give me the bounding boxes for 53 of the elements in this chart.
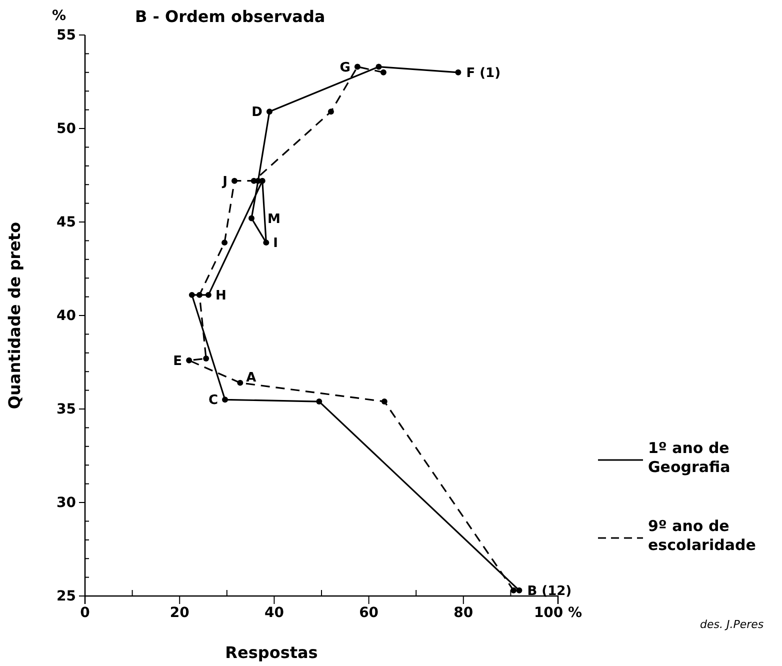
annotation: B (12)	[527, 584, 572, 599]
y-tick-label: 55	[56, 27, 76, 44]
annotation: E	[173, 354, 182, 369]
point	[203, 356, 210, 362]
point	[380, 69, 386, 76]
point	[250, 178, 257, 184]
annotation: G	[340, 60, 350, 76]
y-axis-title: Quantidade de preto	[5, 222, 24, 410]
y-tick-label: 50	[56, 120, 76, 137]
annotation: A	[246, 370, 256, 386]
annotation: H	[215, 288, 226, 304]
point	[222, 240, 228, 246]
x-axis-title: Respostas	[225, 643, 318, 662]
point	[316, 398, 322, 404]
x-tick-label: 0	[80, 604, 90, 621]
point	[205, 292, 212, 298]
point	[455, 69, 462, 76]
y-tick-label: 25	[56, 588, 76, 604]
point	[381, 398, 388, 404]
point	[266, 108, 272, 115]
y-tick-label: 35	[56, 401, 76, 418]
point	[354, 64, 360, 70]
point	[196, 292, 202, 298]
text: des. J.Peres	[700, 618, 764, 631]
chart-title: B - Ordem observada	[135, 7, 326, 26]
legend-label: 1º ano de Geografia	[648, 439, 730, 476]
legend-label: 9º ano de escolaridade	[648, 517, 756, 554]
text: %	[52, 8, 66, 24]
x-tick-label: 40	[264, 604, 284, 621]
y-tick-label: 40	[56, 308, 76, 324]
point	[231, 178, 238, 184]
annotation: C	[208, 393, 218, 408]
point	[248, 215, 254, 222]
point	[188, 292, 195, 298]
point	[237, 380, 244, 386]
y-tick-label: 45	[56, 214, 76, 230]
annotation: I	[273, 236, 278, 252]
annotation: F (1)	[466, 66, 501, 81]
x-tick-label: 60	[359, 604, 379, 621]
x-tick-label: 100 %	[534, 604, 582, 621]
annotation: M	[267, 212, 280, 227]
point	[222, 396, 228, 403]
annotation: D	[252, 105, 263, 120]
annotation: J	[222, 174, 228, 190]
x-tick-label: 20	[170, 604, 190, 621]
point	[376, 64, 382, 70]
point	[263, 240, 270, 246]
x-tick-label: 80	[454, 604, 474, 621]
point	[328, 108, 334, 115]
point	[516, 587, 522, 594]
y-tick-label: 30	[56, 494, 76, 511]
point	[510, 587, 517, 594]
point	[186, 357, 192, 364]
